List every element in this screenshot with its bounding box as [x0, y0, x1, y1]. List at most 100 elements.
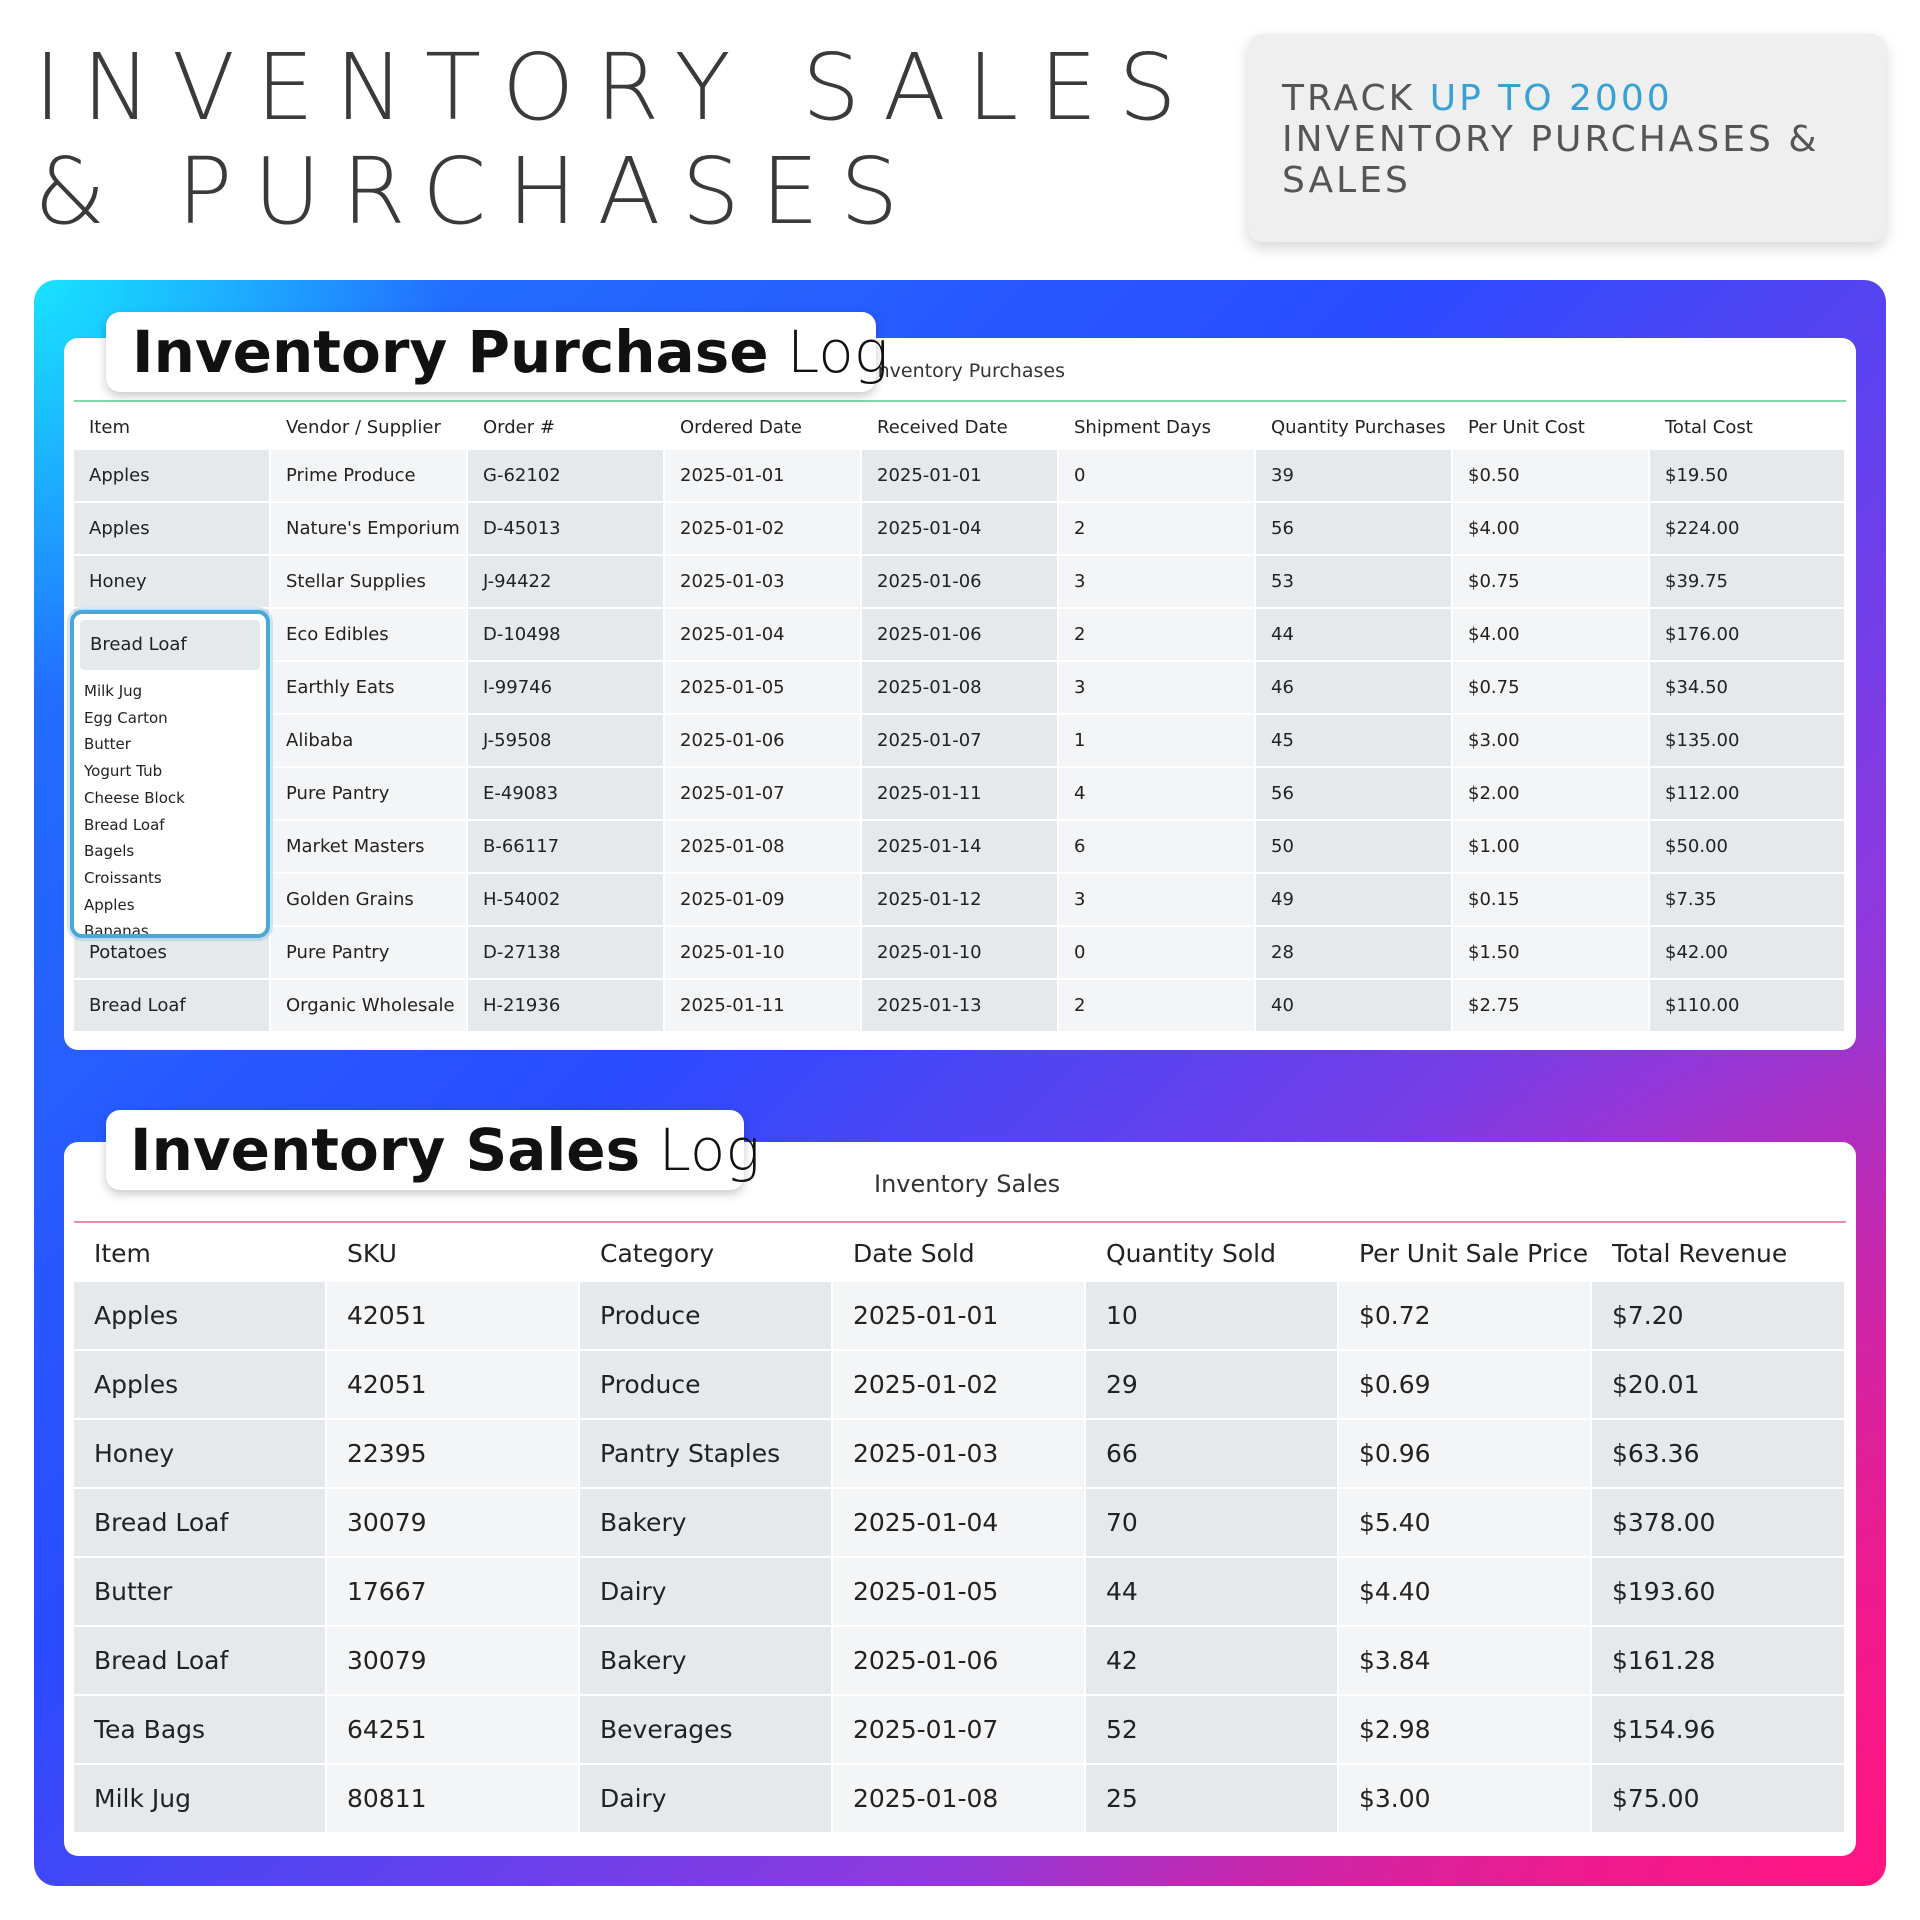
table-cell[interactable]: Earthly Eats — [271, 662, 468, 715]
table-cell[interactable]: Stellar Supplies — [271, 556, 468, 609]
table-cell[interactable]: 3 — [1059, 874, 1256, 927]
table-cell[interactable]: 45 — [1256, 715, 1453, 768]
column-header[interactable]: Vendor / Supplier — [286, 416, 441, 438]
table-cell[interactable]: 2025-01-05 — [665, 662, 862, 715]
table-cell[interactable]: 39 — [1256, 450, 1453, 503]
table-cell[interactable]: $176.00 — [1650, 609, 1846, 662]
table-cell[interactable]: 2025-01-01 — [833, 1282, 1086, 1351]
table-cell[interactable]: $378.00 — [1592, 1489, 1846, 1558]
table-cell[interactable]: 28 — [1256, 927, 1453, 980]
table-cell[interactable]: $1.00 — [1453, 821, 1650, 874]
table-cell[interactable]: J-94422 — [468, 556, 665, 609]
table-cell[interactable]: $2.00 — [1453, 768, 1650, 821]
table-cell[interactable]: 2025-01-06 — [862, 556, 1059, 609]
dropdown-option[interactable]: Butter — [84, 735, 131, 754]
column-header[interactable]: Total Revenue — [1612, 1238, 1788, 1268]
table-cell[interactable]: $20.01 — [1592, 1351, 1846, 1420]
table-cell[interactable]: 42051 — [327, 1351, 580, 1420]
table-cell[interactable]: $135.00 — [1650, 715, 1846, 768]
table-cell[interactable]: 2025-01-01 — [665, 450, 862, 503]
table-cell[interactable]: 3 — [1059, 662, 1256, 715]
table-cell[interactable]: 56 — [1256, 503, 1453, 556]
table-cell[interactable]: Bakery — [580, 1489, 833, 1558]
table-cell[interactable]: $7.20 — [1592, 1282, 1846, 1351]
table-cell[interactable]: $2.75 — [1453, 980, 1650, 1033]
table-cell[interactable]: 0 — [1059, 927, 1256, 980]
column-header[interactable]: Quantity Purchases — [1271, 416, 1446, 438]
table-cell[interactable]: D-45013 — [468, 503, 665, 556]
dropdown-option[interactable]: Croissants — [84, 868, 162, 887]
table-cell[interactable]: $7.35 — [1650, 874, 1846, 927]
table-cell[interactable]: Pantry Staples — [580, 1420, 833, 1489]
table-cell[interactable]: $3.84 — [1339, 1627, 1592, 1696]
table-cell[interactable]: 2025-01-12 — [862, 874, 1059, 927]
table-cell[interactable]: 46 — [1256, 662, 1453, 715]
table-cell[interactable]: I-99746 — [468, 662, 665, 715]
table-cell[interactable]: $0.72 — [1339, 1282, 1592, 1351]
table-cell[interactable]: $1.50 — [1453, 927, 1650, 980]
column-header[interactable]: Ordered Date — [680, 416, 803, 438]
table-cell[interactable]: 2025-01-03 — [665, 556, 862, 609]
table-cell[interactable]: $112.00 — [1650, 768, 1846, 821]
table-cell[interactable]: $0.50 — [1453, 450, 1650, 503]
column-header[interactable]: Quantity Sold — [1106, 1238, 1276, 1268]
dropdown-option[interactable]: Egg Carton — [84, 708, 168, 727]
table-cell[interactable]: Bread Loaf — [74, 1489, 327, 1558]
table-cell[interactable]: 29 — [1086, 1351, 1339, 1420]
table-cell[interactable]: 42 — [1086, 1627, 1339, 1696]
table-cell[interactable]: 30079 — [327, 1627, 580, 1696]
table-cell[interactable]: 2025-01-09 — [665, 874, 862, 927]
table-cell[interactable]: 25 — [1086, 1765, 1339, 1834]
column-header[interactable]: Order # — [483, 416, 555, 438]
column-header[interactable]: Total Cost — [1665, 416, 1753, 438]
table-cell[interactable]: $0.75 — [1453, 662, 1650, 715]
table-cell[interactable]: $161.28 — [1592, 1627, 1846, 1696]
table-cell[interactable]: $0.96 — [1339, 1420, 1592, 1489]
table-cell[interactable]: $0.75 — [1453, 556, 1650, 609]
table-cell[interactable]: 70 — [1086, 1489, 1339, 1558]
table-cell[interactable]: 1 — [1059, 715, 1256, 768]
table-cell[interactable]: 80811 — [327, 1765, 580, 1834]
table-cell[interactable]: 2025-01-10 — [665, 927, 862, 980]
table-cell[interactable]: H-21936 — [468, 980, 665, 1033]
column-header[interactable]: Per Unit Cost — [1468, 416, 1585, 438]
table-cell[interactable]: B-66117 — [468, 821, 665, 874]
table-cell[interactable]: Produce — [580, 1282, 833, 1351]
table-cell[interactable]: Eco Edibles — [271, 609, 468, 662]
table-cell[interactable]: $42.00 — [1650, 927, 1846, 980]
table-cell[interactable]: 0 — [1059, 450, 1256, 503]
table-cell[interactable]: $50.00 — [1650, 821, 1846, 874]
column-header[interactable]: Per Unit Sale Price — [1359, 1238, 1589, 1268]
table-cell[interactable]: $3.00 — [1339, 1765, 1592, 1834]
dropdown-option[interactable]: Bananas — [84, 922, 149, 938]
table-cell[interactable]: $4.00 — [1453, 609, 1650, 662]
table-cell[interactable]: Butter — [74, 1558, 327, 1627]
table-cell[interactable]: $4.40 — [1339, 1558, 1592, 1627]
table-cell[interactable]: $224.00 — [1650, 503, 1846, 556]
table-cell[interactable]: Alibaba — [271, 715, 468, 768]
table-cell[interactable]: 2025-01-06 — [665, 715, 862, 768]
table-cell[interactable]: $0.15 — [1453, 874, 1650, 927]
table-cell[interactable]: Nature's Emporium — [271, 503, 468, 556]
table-cell[interactable]: 2025-01-11 — [665, 980, 862, 1033]
table-cell[interactable]: 2025-01-04 — [833, 1489, 1086, 1558]
table-cell[interactable]: 52 — [1086, 1696, 1339, 1765]
dropdown-option[interactable]: Apples — [84, 895, 135, 914]
dropdown-option[interactable]: Milk Jug — [84, 682, 143, 700]
table-cell[interactable]: 56 — [1256, 768, 1453, 821]
table-cell[interactable]: 2025-01-02 — [833, 1351, 1086, 1420]
table-cell[interactable]: $63.36 — [1592, 1420, 1846, 1489]
table-cell[interactable]: Honey — [74, 1420, 327, 1489]
table-cell[interactable]: $19.50 — [1650, 450, 1846, 503]
table-cell[interactable]: 2025-01-10 — [862, 927, 1059, 980]
table-cell[interactable]: H-54002 — [468, 874, 665, 927]
table-cell[interactable]: 4 — [1059, 768, 1256, 821]
column-header[interactable]: SKU — [347, 1238, 397, 1268]
table-cell[interactable]: $3.00 — [1453, 715, 1650, 768]
table-cell[interactable]: 50 — [1256, 821, 1453, 874]
table-cell[interactable]: 44 — [1086, 1558, 1339, 1627]
table-cell[interactable]: 2 — [1059, 609, 1256, 662]
table-cell[interactable]: G-62102 — [468, 450, 665, 503]
dropdown-option[interactable]: Cheese Block — [84, 788, 185, 807]
table-cell[interactable]: Bread Loaf — [74, 1627, 327, 1696]
